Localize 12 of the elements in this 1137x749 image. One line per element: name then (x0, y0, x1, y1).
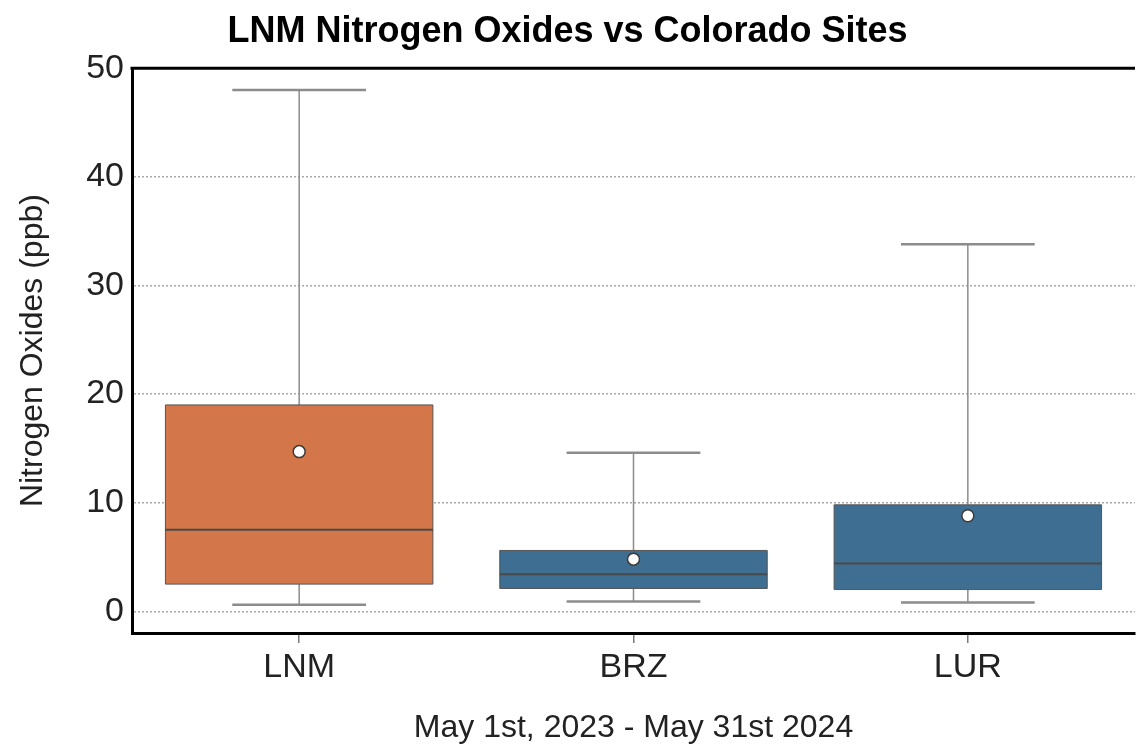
y-tick-label: 40 (86, 155, 124, 194)
y-tick-label: 10 (86, 481, 124, 520)
y-tick-label: 30 (86, 263, 124, 302)
y-tick-label: 0 (105, 589, 124, 628)
x-axis-title: May 1st, 2023 - May 31st 2024 (413, 707, 854, 744)
x-tick-label: LUR (933, 645, 1002, 684)
x-tick-label: BRZ (599, 645, 668, 684)
y-axis-title: Nitrogen Oxides (ppb) (13, 194, 50, 508)
y-tick-label: 50 (86, 46, 124, 85)
y-tick-label: 20 (86, 372, 124, 411)
chart-title: LNM Nitrogen Oxides vs Colorado Sites (227, 8, 908, 50)
x-tick-label: LNM (263, 645, 336, 684)
